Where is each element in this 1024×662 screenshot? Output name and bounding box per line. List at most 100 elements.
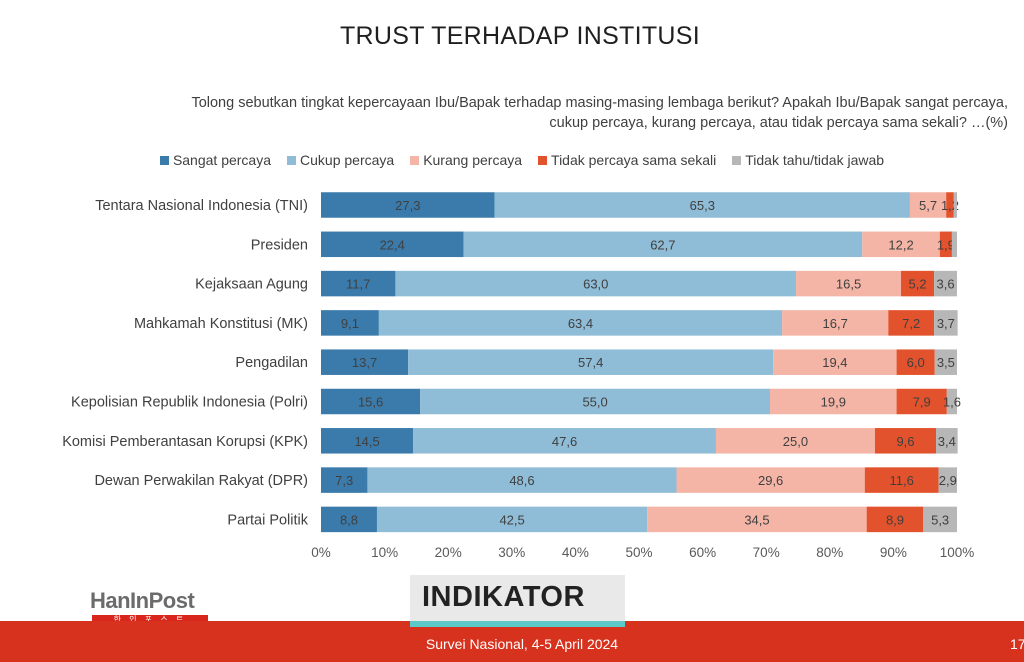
data-label: 6,0 <box>907 355 925 370</box>
bar-segment <box>321 467 368 493</box>
data-label: 42,5 <box>499 512 524 527</box>
bar-segment <box>946 192 954 218</box>
bar-segment <box>934 349 957 375</box>
legend-swatch <box>538 155 548 165</box>
category-label: Pengadilan <box>235 355 308 371</box>
bar-segment <box>796 270 902 297</box>
data-label: 9,1 <box>341 316 359 331</box>
data-label: 3,4 <box>938 434 956 449</box>
data-label: 19,9 <box>821 395 846 410</box>
bar-segment <box>953 192 957 218</box>
data-label: 7,3 <box>335 473 353 488</box>
data-label: 34,5 <box>744 512 769 527</box>
legend-item-tidaktahu: Tidak tahu/tidak jawab <box>732 152 884 168</box>
data-label: 15,6 <box>358 395 383 410</box>
legend-label: Sangat percaya <box>172 152 272 168</box>
legend-swatch <box>159 155 169 165</box>
data-label: 11,6 <box>889 473 913 488</box>
legend-item-cukup: Cukup percaya <box>287 152 394 168</box>
category-label: Presiden <box>251 237 308 253</box>
x-tick-label: 40% <box>562 545 589 560</box>
bar-segment <box>862 231 940 258</box>
data-label: 63,4 <box>568 316 593 331</box>
bar-segment <box>888 310 935 336</box>
bar-segment <box>321 310 379 336</box>
data-label: 47,6 <box>552 434 577 449</box>
data-label: 25,0 <box>783 434 808 449</box>
data-label: 16,7 <box>823 316 848 331</box>
bar-segment <box>770 388 897 415</box>
chart-title: TRUST TERHADAP INSTITUSI <box>339 22 701 50</box>
bar-segment <box>936 428 958 454</box>
data-label: 5,7 <box>919 198 937 213</box>
bar-segment <box>321 231 464 258</box>
bar-segment <box>934 270 957 297</box>
x-tick-label: 30% <box>498 545 525 560</box>
bar-segment <box>494 192 910 218</box>
data-label: 48,6 <box>509 473 534 488</box>
data-label: 2,9 <box>939 473 957 488</box>
data-label: 3,5 <box>937 355 955 370</box>
bar-segment <box>413 428 716 454</box>
bar-segment <box>909 192 947 218</box>
data-label: 1,6 <box>943 395 961 410</box>
footer-band <box>0 621 1024 662</box>
haninpost-logo-text: HanInPost <box>90 588 195 614</box>
bar-segment <box>676 467 865 493</box>
question-line-1: Tolong sebutkan tingkat kepercayaan Ibu/… <box>191 95 1008 111</box>
bar-segment <box>715 428 875 454</box>
bar-segment <box>923 506 957 533</box>
bar-segment <box>463 231 863 258</box>
data-label: 5,3 <box>931 512 949 527</box>
bar-segment <box>378 310 783 336</box>
data-label: 12,2 <box>888 237 913 252</box>
x-tick-label: 70% <box>753 545 780 560</box>
data-label: 8,9 <box>886 512 904 527</box>
x-tick-label: 60% <box>689 545 716 560</box>
data-label: 63,0 <box>583 277 608 292</box>
legend-item-tidak: Tidak percaya sama sekali <box>538 152 716 168</box>
bar-segment <box>951 231 957 258</box>
bar-segment <box>367 467 677 493</box>
category-label: Partai Politik <box>227 512 308 528</box>
data-label: 16,5 <box>836 277 861 292</box>
legend-item-kurang: Kurang percaya <box>410 152 522 168</box>
haninpost-logo: HanInPost 한 인 포 스 트 <box>90 588 210 638</box>
haninpost-logo-wordmark: HanInPost <box>90 588 195 613</box>
data-label: 19,4 <box>822 355 847 370</box>
data-label: 14,5 <box>354 434 379 449</box>
question-line-2: cukup percaya, kurang percaya, atau tida… <box>549 115 1008 131</box>
legend-swatch <box>732 155 742 165</box>
legend-swatch <box>287 155 297 165</box>
bar-segment <box>321 192 495 218</box>
bar-segment <box>896 349 935 375</box>
bar-segment <box>901 270 935 297</box>
data-label: 7,2 <box>902 316 920 331</box>
bar-segment <box>321 388 421 415</box>
bar-segment <box>773 349 897 375</box>
bar-segment <box>376 506 648 533</box>
category-label: Mahkamah Konstitusi (MK) <box>134 316 308 332</box>
x-tick-label: 90% <box>880 545 907 560</box>
indikator-logo-text: INDIKATOR <box>422 581 585 613</box>
x-tick-label: 100% <box>940 545 975 560</box>
bar-segment <box>866 506 924 533</box>
bar-segment <box>408 349 774 375</box>
data-label: 55,0 <box>582 395 607 410</box>
stacked-bar-chart: Tentara Nasional Indonesia (TNI) 27,3 65,3… <box>62 192 975 560</box>
category-label: Kejaksaan Agung <box>195 277 308 293</box>
data-label: 3,6 <box>937 277 955 292</box>
x-tick-label: 20% <box>435 545 462 560</box>
x-tick-label: 50% <box>625 545 652 560</box>
data-label: 9,6 <box>896 434 914 449</box>
data-label: 13,7 <box>352 355 377 370</box>
indikator-logo: INDIKATOR <box>410 575 625 623</box>
legend-label: Tidak percaya sama sekali <box>551 152 717 168</box>
x-tick-label: 80% <box>816 545 843 560</box>
legend-label: Cukup percaya <box>300 152 395 168</box>
bar-segment <box>420 388 771 415</box>
data-label: 3,7 <box>937 316 955 331</box>
footer-accent <box>410 621 625 627</box>
bar-segment <box>939 231 952 258</box>
x-tick-label: 10% <box>371 545 398 560</box>
